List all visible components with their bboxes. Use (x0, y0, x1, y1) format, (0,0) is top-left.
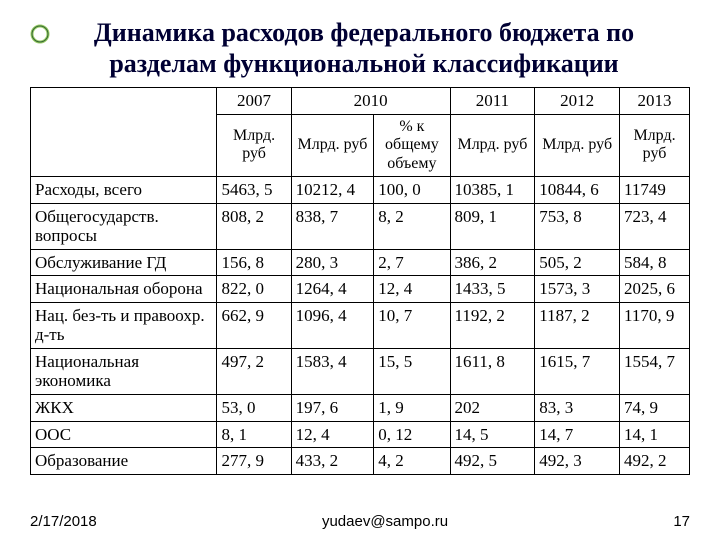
cell: 838, 7 (291, 203, 374, 249)
cell: 1264, 4 (291, 276, 374, 303)
row-label: Национальная оборона (31, 276, 217, 303)
header-unit: Млрд. руб (620, 114, 690, 176)
table-header: 2007 2010 2011 2012 2013 Млрд. руб Млрд.… (31, 88, 690, 177)
cell: 492, 3 (535, 448, 620, 475)
cell: 433, 2 (291, 448, 374, 475)
table-row: Национальная экономика497, 21583, 415, 5… (31, 348, 690, 394)
cell: 15, 5 (374, 348, 450, 394)
header-unit: Млрд. руб (291, 114, 374, 176)
table-row: Национальная оборона822, 01264, 412, 414… (31, 276, 690, 303)
header-year: 2007 (217, 88, 291, 115)
footer-page: 17 (673, 513, 690, 530)
cell: 53, 0 (217, 394, 291, 421)
header-year: 2013 (620, 88, 690, 115)
cell: 662, 9 (217, 302, 291, 348)
cell: 277, 9 (217, 448, 291, 475)
row-label: Нац. без-ть и правоохр. д-ть (31, 302, 217, 348)
cell: 1, 9 (374, 394, 450, 421)
row-label: Национальная экономика (31, 348, 217, 394)
header-year: 2010 (291, 88, 450, 115)
budget-table: 2007 2010 2011 2012 2013 Млрд. руб Млрд.… (30, 87, 690, 474)
cell: 1611, 8 (450, 348, 535, 394)
row-label: ЖКХ (31, 394, 217, 421)
cell: 808, 2 (217, 203, 291, 249)
cell: 492, 2 (620, 448, 690, 475)
cell: 100, 0 (374, 177, 450, 204)
cell: 1192, 2 (450, 302, 535, 348)
row-label: Общегосударств. вопросы (31, 203, 217, 249)
header-pct: % к общему объему (374, 114, 450, 176)
cell: 822, 0 (217, 276, 291, 303)
cell: 753, 8 (535, 203, 620, 249)
cell: 14, 7 (535, 421, 620, 448)
table-row: Расходы, всего5463, 510212, 4100, 010385… (31, 177, 690, 204)
cell: 809, 1 (450, 203, 535, 249)
cell: 8, 2 (374, 203, 450, 249)
cell: 14, 5 (450, 421, 535, 448)
cell: 202 (450, 394, 535, 421)
cell: 10385, 1 (450, 177, 535, 204)
cell: 5463, 5 (217, 177, 291, 204)
table-row: Образование277, 9433, 24, 2492, 5492, 34… (31, 448, 690, 475)
cell: 723, 4 (620, 203, 690, 249)
footer-email: yudaev@sampo.ru (97, 513, 674, 530)
header-unit: Млрд. руб (217, 114, 291, 176)
cell: 1433, 5 (450, 276, 535, 303)
cell: 280, 3 (291, 249, 374, 276)
header-unit: Млрд. руб (535, 114, 620, 176)
bullet-icon (30, 24, 50, 49)
header-year: 2012 (535, 88, 620, 115)
cell: 0, 12 (374, 421, 450, 448)
table-row: ООС8, 112, 40, 1214, 514, 714, 1 (31, 421, 690, 448)
cell: 12, 4 (374, 276, 450, 303)
cell: 1554, 7 (620, 348, 690, 394)
footer: 2/17/2018 yudaev@sampo.ru 17 (30, 513, 690, 530)
cell: 2025, 6 (620, 276, 690, 303)
table-row: ЖКХ53, 0197, 61, 920283, 374, 9 (31, 394, 690, 421)
header-unit: Млрд. руб (450, 114, 535, 176)
table-body: Расходы, всего5463, 510212, 4100, 010385… (31, 177, 690, 475)
cell: 386, 2 (450, 249, 535, 276)
cell: 10844, 6 (535, 177, 620, 204)
cell: 1615, 7 (535, 348, 620, 394)
cell: 1573, 3 (535, 276, 620, 303)
table-row: Общегосударств. вопросы808, 2838, 78, 28… (31, 203, 690, 249)
cell: 1170, 9 (620, 302, 690, 348)
cell: 2, 7 (374, 249, 450, 276)
row-label: Расходы, всего (31, 177, 217, 204)
row-label: Образование (31, 448, 217, 475)
cell: 8, 1 (217, 421, 291, 448)
cell: 11749 (620, 177, 690, 204)
cell: 1187, 2 (535, 302, 620, 348)
header-year: 2011 (450, 88, 535, 115)
footer-date: 2/17/2018 (30, 513, 97, 530)
cell: 1583, 4 (291, 348, 374, 394)
cell: 14, 1 (620, 421, 690, 448)
cell: 10212, 4 (291, 177, 374, 204)
header-blank (31, 88, 217, 177)
table-row: Обслуживание ГД156, 8280, 32, 7386, 2505… (31, 249, 690, 276)
cell: 74, 9 (620, 394, 690, 421)
slide-title: Динамика расходов федерального бюджета п… (58, 18, 690, 79)
cell: 4, 2 (374, 448, 450, 475)
cell: 156, 8 (217, 249, 291, 276)
cell: 197, 6 (291, 394, 374, 421)
row-label: ООС (31, 421, 217, 448)
cell: 584, 8 (620, 249, 690, 276)
table-row: Нац. без-ть и правоохр. д-ть662, 91096, … (31, 302, 690, 348)
cell: 505, 2 (535, 249, 620, 276)
cell: 10, 7 (374, 302, 450, 348)
cell: 83, 3 (535, 394, 620, 421)
cell: 492, 5 (450, 448, 535, 475)
cell: 497, 2 (217, 348, 291, 394)
row-label: Обслуживание ГД (31, 249, 217, 276)
cell: 1096, 4 (291, 302, 374, 348)
cell: 12, 4 (291, 421, 374, 448)
